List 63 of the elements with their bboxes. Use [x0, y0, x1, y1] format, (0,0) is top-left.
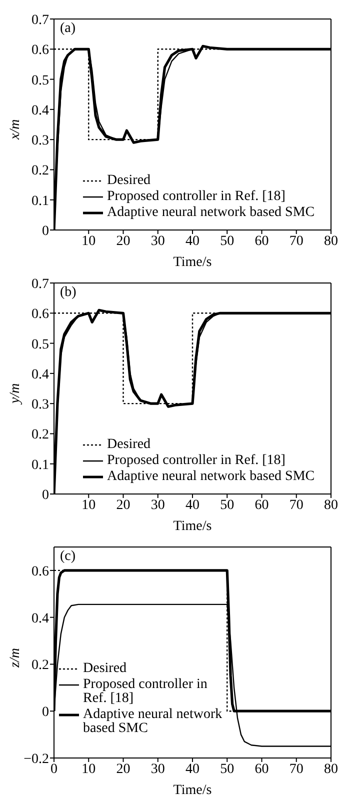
x-tick-label: 10 [82, 762, 96, 777]
y-axis-title: x/m [8, 119, 23, 140]
annotation: (b) [60, 285, 76, 301]
y-tick-label: 0.7 [32, 12, 49, 28]
x-tick-label: 30 [150, 498, 165, 513]
legend-label: Adaptive neural network based SMC [83, 707, 224, 736]
legend-label: Proposed controller in Ref. [18] [83, 677, 208, 706]
y-tick-label: 0.2 [32, 164, 49, 179]
x-tick-label: 30 [150, 234, 165, 249]
x-tick-label: 20 [116, 234, 130, 249]
x-tick-label: 60 [254, 498, 269, 513]
legend-label: Desired [107, 173, 151, 188]
x-tick-label: 50 [220, 498, 234, 513]
x-tick-label: 10 [82, 498, 96, 513]
x-axis-title: Time/s [173, 255, 212, 270]
x-tick-label: 10 [82, 234, 96, 249]
legend-label: Proposed controller in Ref. [18] [107, 453, 286, 468]
y-tick-label: 0 [42, 705, 49, 720]
y-tick-label: 0.3 [32, 398, 49, 413]
legend-label: Adaptive neural network based SMC [107, 469, 315, 484]
x-tick-label: 70 [289, 498, 304, 513]
annotation: (a) [60, 21, 76, 37]
y-axis-title: y/m [8, 383, 23, 406]
y-tick-label: 0.4 [32, 103, 49, 118]
x-tick-label: 60 [254, 762, 269, 777]
legend-label: Desired [107, 437, 151, 452]
y-tick-label: 0 [42, 224, 49, 239]
y-axis-title: z/m [8, 648, 23, 668]
x-tick-label: 40 [186, 234, 200, 249]
x-tick-label: 20 [116, 498, 130, 513]
legend-label: Desired [83, 661, 127, 676]
y-tick-label: 0.6 [32, 564, 49, 580]
x-tick-label: 50 [220, 762, 234, 777]
x-tick-label: 60 [254, 234, 269, 249]
y-tick-label: 0.5 [32, 73, 49, 88]
y-tick-label: 0 [42, 488, 49, 503]
annotation: (c) [60, 549, 76, 565]
x-tick-label: 80 [324, 234, 338, 249]
x-tick-label: 70 [289, 234, 304, 249]
x-tick-label: 70 [289, 762, 304, 777]
y-tick-label: 0.1 [32, 194, 49, 209]
y-tick-label: 0.7 [32, 276, 49, 292]
x-tick-label: 40 [186, 498, 200, 513]
y-tick-label: 0.6 [32, 307, 49, 322]
x-axis-title: Time/s [173, 519, 212, 534]
x-axis-title: Time/s [173, 783, 212, 798]
x-tick-label: 80 [324, 762, 338, 777]
y-tick-label: 0.1 [32, 458, 49, 473]
x-tick-label: 20 [116, 762, 130, 777]
legend-label: Proposed controller in Ref. [18] [107, 189, 286, 204]
y-tick-label: 0.4 [32, 367, 49, 382]
y-tick-label: 0.4 [32, 611, 49, 626]
x-tick-label: 80 [324, 498, 338, 513]
y-tick-label: 0.6 [32, 43, 49, 58]
y-tick-label: 0.2 [32, 428, 49, 443]
y-tick-label: −0.2 [24, 752, 49, 767]
y-tick-label: 0.3 [32, 134, 49, 149]
y-tick-label: 0.2 [32, 658, 49, 674]
legend-label: Adaptive neural network based SMC [107, 205, 315, 220]
x-tick-label: 40 [186, 762, 200, 777]
y-tick-label: 0.5 [32, 337, 49, 352]
x-tick-label: 30 [150, 762, 165, 777]
x-tick-label: 50 [220, 234, 234, 249]
